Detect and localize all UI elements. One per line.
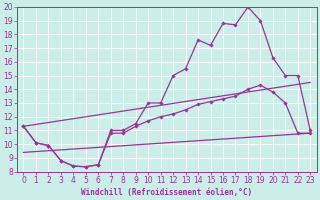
X-axis label: Windchill (Refroidissement éolien,°C): Windchill (Refroidissement éolien,°C)	[81, 188, 252, 197]
